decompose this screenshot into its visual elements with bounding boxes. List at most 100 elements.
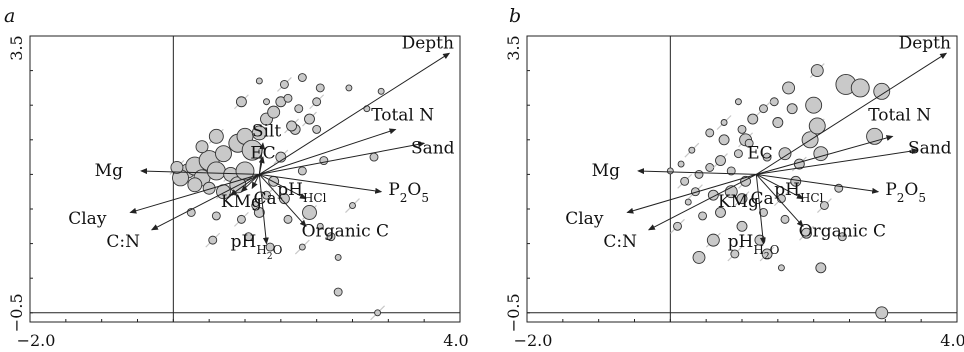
data-point [202, 181, 216, 195]
data-point [195, 140, 209, 154]
data-point [873, 82, 891, 100]
vector-c-n [647, 173, 757, 231]
panel-label-a: a [4, 5, 15, 27]
data-point [780, 214, 790, 224]
label-ca: Ca [253, 189, 276, 209]
data-point [761, 248, 773, 260]
label-sand: Sand [908, 139, 952, 159]
y-tick-label-max: 3.5 [504, 35, 523, 60]
data-point [334, 253, 342, 261]
vector-k [229, 173, 260, 196]
data-point [790, 175, 802, 187]
data-point [304, 113, 315, 125]
label-ec: EC [250, 143, 275, 163]
data-point [720, 119, 728, 126]
label-silt: Silt [252, 121, 282, 141]
vector-mg [140, 168, 260, 175]
y-tick-label-min: −0.5 [7, 293, 26, 332]
data-point [875, 306, 889, 320]
data-point [759, 104, 768, 114]
data-point [705, 163, 715, 172]
vector-ph-h2o [755, 174, 766, 245]
vector-ec [258, 156, 265, 175]
data-point [850, 78, 870, 98]
panel-label-b: b [509, 5, 521, 27]
data-point [805, 96, 823, 114]
data-point [319, 156, 329, 166]
vector-organic-c [755, 174, 804, 228]
label-depth: Depth [402, 33, 454, 53]
data-point [747, 113, 759, 125]
vector-mg [637, 168, 757, 175]
data-point [294, 104, 304, 114]
label-p2o5: P2O5 [388, 180, 429, 205]
x-tick-label-max: 4.0 [443, 331, 468, 350]
data-point [297, 166, 307, 176]
data-point [698, 211, 708, 221]
vector-ca [251, 174, 260, 190]
data-point [694, 169, 704, 179]
data-point [866, 127, 884, 145]
data-point [706, 233, 720, 247]
data-point [762, 152, 772, 162]
x-tick-label-min: −2.0 [17, 331, 56, 350]
data-point [819, 201, 829, 210]
data-point [283, 214, 293, 224]
vector-sand [259, 141, 426, 175]
label-mg: Mg [592, 161, 620, 181]
label-ca: Ca [750, 189, 773, 209]
data-point [772, 117, 784, 128]
data-point [759, 208, 768, 217]
label-kmg: KMg [718, 192, 759, 212]
data-point [810, 64, 824, 78]
data-point [718, 134, 730, 146]
label-ph-h2o: pHH2O [231, 232, 283, 262]
label-organic-c: Organic C [799, 222, 886, 242]
data-point [236, 214, 246, 224]
data-point [326, 232, 336, 242]
data-point [737, 124, 747, 134]
label-total-n: Total N [371, 105, 434, 125]
data-point [777, 264, 785, 272]
data-point [673, 221, 682, 231]
data-point [677, 160, 685, 168]
data-point [726, 166, 736, 176]
data-point [744, 138, 754, 148]
label-kmg: KMg [221, 192, 262, 212]
data-point [286, 120, 298, 132]
data-point [778, 147, 792, 161]
data-point [208, 128, 224, 144]
data-point [377, 87, 385, 95]
vector-depth [259, 52, 451, 175]
vector-depth [756, 52, 948, 175]
data-point [244, 232, 254, 242]
vector-ph-h2o [258, 174, 269, 245]
label-organic-c: Organic C [302, 222, 389, 242]
data-point [736, 193, 748, 205]
label-p2o5: P2O5 [885, 180, 926, 205]
data-point [349, 202, 356, 209]
data-point [170, 161, 184, 174]
data-point [255, 77, 263, 85]
data-point [312, 124, 322, 134]
vector-total-n [259, 128, 397, 175]
data-point [715, 155, 726, 167]
x-tick-label-min: −2.0 [514, 331, 553, 350]
label-sand: Sand [411, 139, 455, 159]
data-point [315, 83, 325, 93]
vector-total-n [756, 135, 894, 175]
data-point [808, 117, 826, 135]
data-point [263, 98, 270, 106]
data-point [215, 145, 232, 163]
data-point [734, 98, 742, 106]
data-point [369, 152, 379, 162]
data-point [312, 97, 322, 107]
data-point [316, 222, 324, 230]
data-point [730, 249, 740, 259]
x-tick-label-max: 4.0 [940, 331, 964, 350]
label-total-n: Total N [868, 105, 931, 125]
data-point [837, 232, 847, 242]
label-depth: Depth [899, 33, 951, 53]
label-clay: Clay [68, 209, 107, 229]
data-point [279, 79, 289, 89]
